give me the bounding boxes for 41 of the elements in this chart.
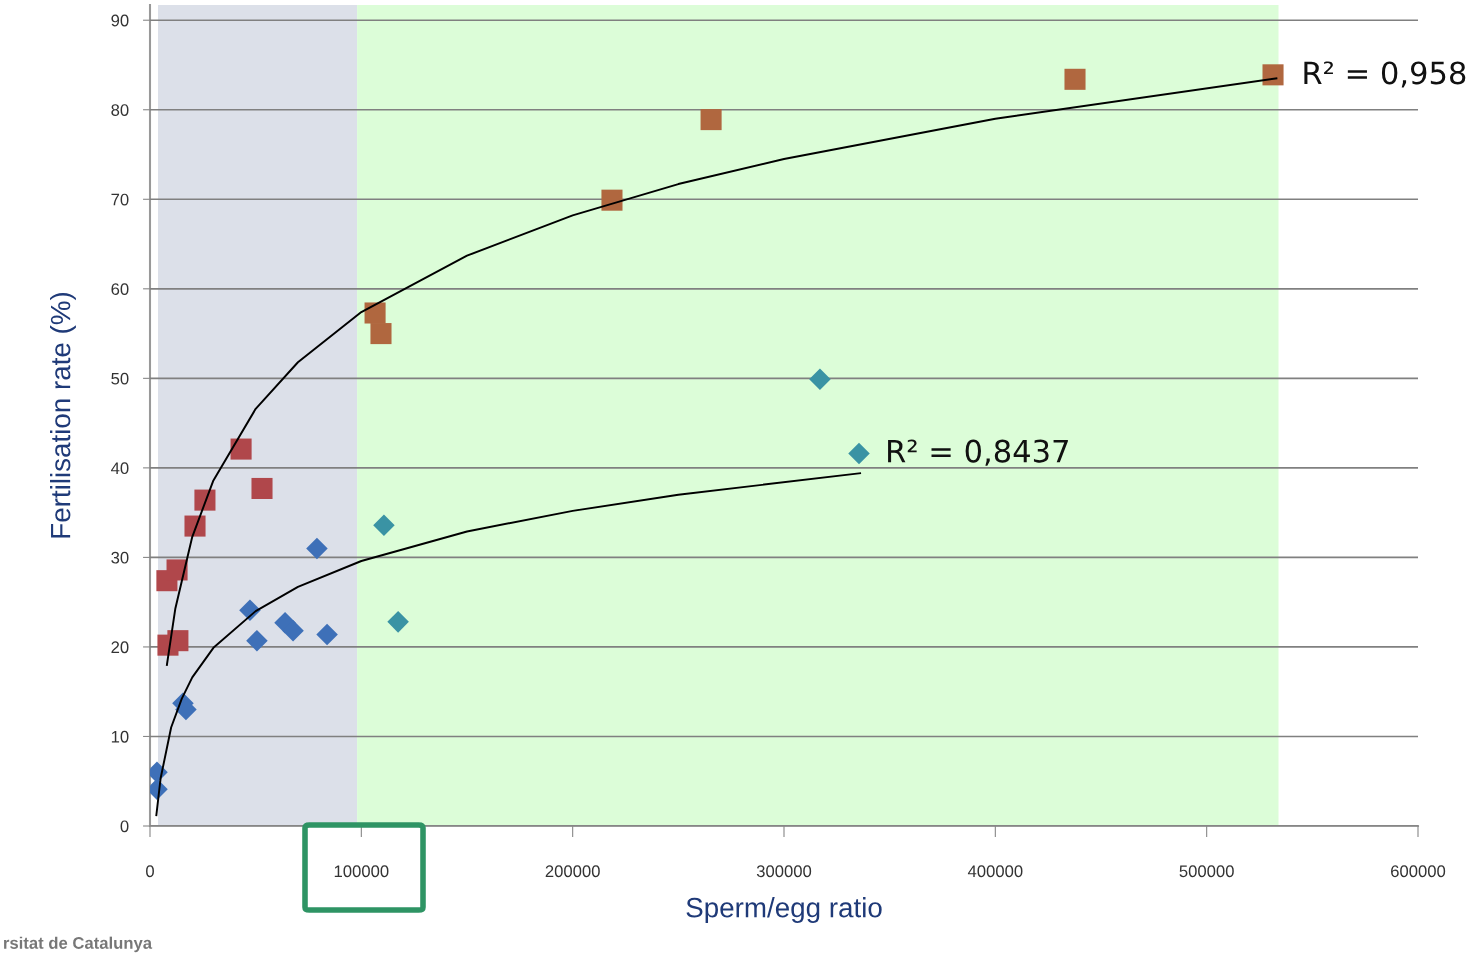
- point: [1262, 64, 1284, 86]
- point: [848, 442, 870, 465]
- point: [251, 477, 273, 499]
- y-tick-label: 40: [111, 462, 129, 475]
- x-tick-label: 600000: [1391, 865, 1446, 878]
- point: [184, 515, 206, 537]
- y-tick-label: 90: [111, 14, 129, 27]
- point: [230, 438, 252, 460]
- y-axis-title: Fertilisation rate (%): [50, 292, 76, 538]
- point: [167, 630, 189, 652]
- y-tick-label: 50: [111, 372, 129, 385]
- point: [306, 537, 328, 560]
- x-axis-title: Sperm/egg ratio: [686, 897, 882, 923]
- point: [373, 514, 395, 536]
- point: [282, 620, 304, 642]
- point: [387, 611, 409, 633]
- y-tick-label: 70: [111, 193, 129, 206]
- point: [809, 368, 831, 390]
- y-tick-label: 0: [120, 820, 129, 833]
- y-tick-label: 60: [111, 283, 129, 296]
- x-tick-label: 500000: [1179, 865, 1234, 878]
- annotation: R² = 0,958: [1304, 61, 1466, 88]
- x-tick-label: 200000: [545, 865, 600, 878]
- text: rsitat de Catalunya: [4, 936, 153, 953]
- point: [316, 623, 338, 646]
- x-tick-label: 0: [146, 865, 154, 878]
- point: [370, 323, 392, 345]
- point: [1064, 68, 1086, 90]
- x-tick-label: 100000: [334, 865, 389, 878]
- x-tick-label: 300000: [756, 865, 812, 878]
- x-tick-label: 400000: [967, 865, 1023, 878]
- y-tick-label: 10: [111, 730, 129, 743]
- y-tick-label: 80: [111, 104, 129, 116]
- point: [246, 629, 268, 652]
- point: [166, 559, 188, 581]
- y-tick-label: 20: [111, 641, 129, 654]
- point: [700, 109, 722, 131]
- point: [364, 302, 386, 324]
- y-tick-label: 30: [111, 551, 129, 564]
- point: [601, 189, 623, 211]
- annotation: R² = 0,8437: [888, 439, 1068, 466]
